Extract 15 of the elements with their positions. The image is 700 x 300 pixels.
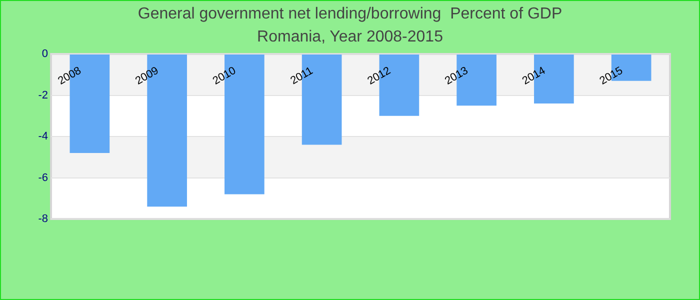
x-tick-label: 2015 xyxy=(598,64,625,88)
chart-subtitle: Romania, Year 2008-2015 xyxy=(257,28,444,46)
x-tick-label: 2010 xyxy=(210,64,238,88)
y-tick-label: -4 xyxy=(38,130,48,143)
x-tick-label: 2013 xyxy=(442,64,470,88)
x-tick-label: 2012 xyxy=(366,64,393,88)
x-tick-label: 2008 xyxy=(56,64,84,88)
y-tick-label: 0 xyxy=(42,48,48,60)
y-tick-label: -8 xyxy=(38,213,48,226)
y-tick-label: -6 xyxy=(38,172,48,184)
x-tick-label: 2014 xyxy=(520,64,548,88)
chart-title: General government net lending/borrowing Percent of GDP xyxy=(138,5,562,22)
y-tick-label: -2 xyxy=(38,89,48,102)
x-tick-label: 2011 xyxy=(288,64,316,88)
x-tick-label: 2009 xyxy=(133,64,161,88)
